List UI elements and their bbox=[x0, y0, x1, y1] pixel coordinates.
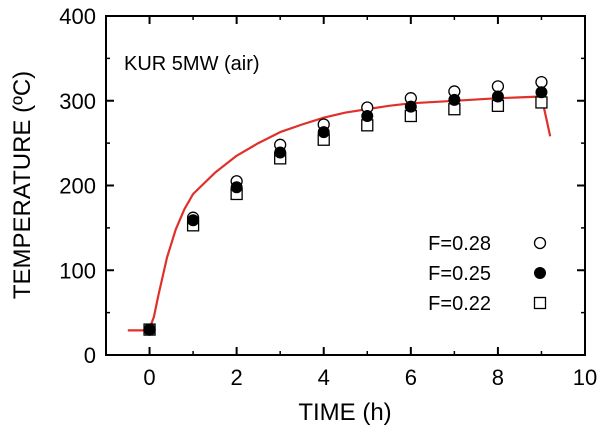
data-point bbox=[535, 86, 548, 99]
legend-marker bbox=[534, 267, 546, 279]
data-point bbox=[448, 93, 461, 106]
data-point bbox=[491, 90, 504, 103]
y-tick-label: 0 bbox=[84, 343, 96, 368]
x-tick-label: 4 bbox=[318, 365, 330, 390]
data-point bbox=[404, 100, 417, 113]
data-point bbox=[535, 75, 548, 89]
x-axis-label: TIME (h) bbox=[298, 399, 391, 426]
legend-label: F=0.22 bbox=[428, 293, 491, 315]
data-point bbox=[230, 181, 243, 194]
data-point bbox=[143, 323, 156, 336]
x-tick-label: 0 bbox=[143, 365, 155, 390]
data-point bbox=[361, 110, 374, 123]
data-point bbox=[491, 80, 505, 93]
y-tick-label: 300 bbox=[59, 89, 96, 114]
data-point bbox=[535, 96, 548, 109]
y-axis-label: TEMPERATURE (ºC) bbox=[9, 71, 36, 299]
y-tick-label: 200 bbox=[59, 174, 96, 199]
legend-label: F=0.25 bbox=[428, 263, 491, 285]
legend: F=0.28 F=0.25 F=0.22 bbox=[428, 233, 547, 315]
y-tick-label: 400 bbox=[59, 4, 96, 29]
x-tick-label: 6 bbox=[405, 365, 417, 390]
x-tick-label: 10 bbox=[573, 365, 597, 390]
x-tick-label: 8 bbox=[492, 365, 504, 390]
model-line bbox=[127, 95, 552, 332]
x-tick-label: 2 bbox=[231, 365, 243, 390]
chart-annotation: KUR 5MW (air) bbox=[124, 53, 260, 75]
legend-marker bbox=[533, 236, 547, 250]
data-point bbox=[317, 126, 330, 139]
data-point bbox=[187, 214, 200, 227]
data-point bbox=[274, 146, 287, 159]
legend-label: F=0.28 bbox=[428, 233, 491, 255]
legend-marker bbox=[533, 296, 547, 310]
y-tick-label: 100 bbox=[59, 258, 96, 283]
